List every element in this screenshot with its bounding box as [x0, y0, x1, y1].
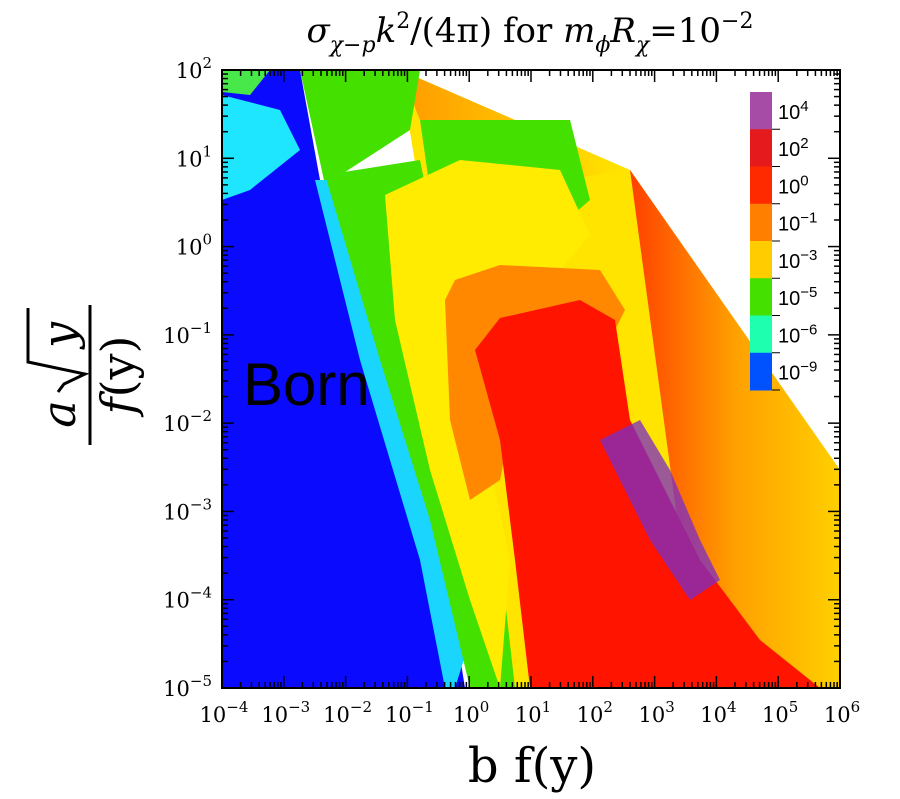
y-tick-label: 10−3: [163, 495, 212, 524]
y-tick-label: 102: [176, 54, 212, 83]
colorbar-label: 100: [778, 172, 809, 198]
title-R: R: [609, 11, 636, 51]
chart-title: σχ−pk2/(4π) for mϕRχ=10−2: [307, 9, 754, 58]
region-cyan: [222, 95, 300, 200]
x-tick-label: 106: [824, 698, 860, 727]
x-axis-label: b f(y): [468, 738, 596, 794]
region-blue: [222, 70, 465, 688]
svg-text:f(y): f(y): [91, 336, 145, 418]
region-green-corner: [222, 70, 270, 95]
y-tick-label: 10−1: [163, 319, 212, 348]
ylabel-a: a: [32, 400, 86, 427]
colorbar-swatch: [750, 352, 772, 391]
y-tick-label: 10−5: [163, 672, 212, 701]
title-m: m: [563, 11, 595, 51]
y-tick-label: 10−2: [163, 407, 212, 436]
title-sup2: −2: [721, 9, 753, 34]
colorbar-label: 10−1: [778, 210, 817, 236]
x-tick-label: 102: [577, 698, 613, 727]
y-tick-label: 100: [176, 231, 212, 260]
y-axis-label: a y f(y): [26, 305, 145, 445]
sqrt-sign: [26, 308, 90, 393]
x-tick-labels: 10−4 10−3 10−2 10−1 100 101 102 103 104 105 106: [200, 698, 861, 727]
colorbar-label: 10−3: [778, 247, 817, 273]
svg-text:y: y: [32, 321, 86, 350]
colorbar-label: 102: [778, 135, 809, 161]
y-tick-label: 101: [176, 142, 212, 171]
colorbar-swatch: [750, 166, 772, 205]
born-label: Born: [243, 351, 370, 418]
tick-marks: [221, 69, 841, 689]
colorbar-label: 10−6: [778, 321, 817, 347]
colorbar-label: 10−5: [778, 284, 817, 310]
colorbar-swatch: [750, 203, 772, 242]
colorbar-swatch: [750, 92, 772, 130]
title-sub1: χ−p: [328, 33, 376, 58]
colorbar-legend: 104 102 100 10−1 10−3 10−5 10−6 10−9: [750, 92, 817, 391]
title-sigma: σ: [307, 11, 331, 51]
region-green-top-left: [300, 70, 420, 185]
title-sup1: 2: [396, 9, 410, 34]
svg-text:a: a: [32, 400, 86, 427]
colorbar-label: 104: [778, 98, 809, 124]
x-tick-label: 10−1: [385, 698, 434, 727]
colorbar-swatch: [750, 278, 772, 316]
title-k: k: [376, 11, 397, 51]
colorbar-label: 10−9: [778, 359, 817, 385]
x-tick-label: 10−3: [261, 698, 310, 727]
y-tick-label: 10−4: [163, 584, 212, 613]
x-tick-label: 103: [638, 698, 674, 727]
colorbar-swatch: [750, 241, 772, 279]
region-cyan-stripe: [315, 180, 470, 688]
y-tick-labels: 102 101 100 10−1 10−2 10−3 10−4 10−5: [163, 54, 212, 701]
region-yellow-center: [385, 160, 590, 688]
x-tick-label: 105: [762, 698, 798, 727]
title-mid: /(4π) for: [410, 11, 563, 51]
ylabel-paren-y: (y): [91, 336, 145, 398]
title-eq: =10: [649, 11, 721, 51]
x-tick-label: 101: [515, 698, 551, 727]
ylabel-y: y: [32, 321, 86, 350]
colorbar-swatch: [750, 129, 772, 167]
x-tick-label: 10−4: [200, 698, 249, 727]
heatmap-area: [222, 70, 840, 688]
x-tick-label: 10−2: [323, 698, 372, 727]
region-purple: [600, 420, 720, 600]
title-sub2: ϕ: [595, 33, 610, 58]
colorbar-swatch: [750, 315, 772, 354]
x-tick-label: 104: [700, 698, 736, 727]
title-sub3: χ: [634, 33, 651, 58]
x-tick-label: 100: [453, 698, 489, 727]
